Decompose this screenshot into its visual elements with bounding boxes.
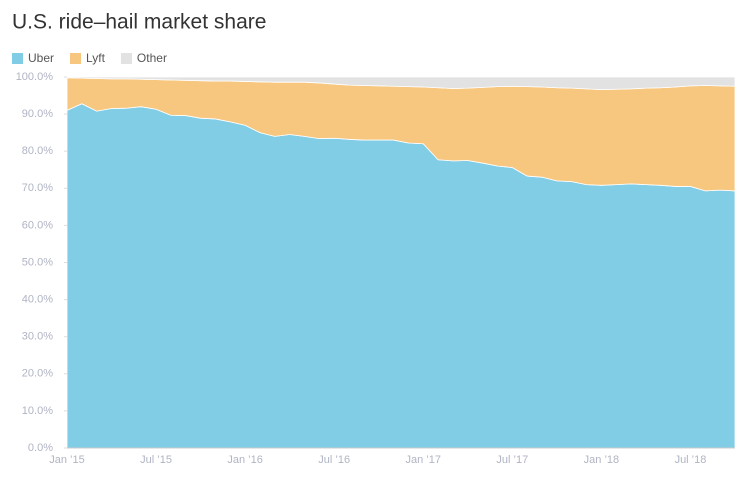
x-tick-label: Jul ’18 (675, 454, 707, 466)
y-tick-label: 50.0% (22, 256, 53, 268)
legend-swatch (12, 53, 23, 64)
x-tick-label: Jan ’18 (584, 454, 619, 466)
x-tick-label: Jan ’17 (406, 454, 441, 466)
y-tick-label: 70.0% (22, 182, 53, 194)
y-tick-label: 80.0% (22, 145, 53, 157)
legend-label: Other (137, 51, 167, 65)
x-tick-label: Jan ’15 (49, 454, 84, 466)
y-tick-label: 100.0% (16, 71, 54, 83)
legend-label: Lyft (86, 51, 106, 65)
legend-swatch (120, 53, 132, 64)
y-tick-label: 0.0% (28, 442, 53, 454)
x-tick-label: Jul ’15 (140, 454, 172, 466)
y-tick-label: 10.0% (22, 405, 53, 417)
legend-label: Uber (28, 51, 54, 65)
y-tick-label: 20.0% (22, 368, 53, 380)
area (66, 76, 736, 91)
legend-swatch (70, 53, 82, 64)
chart-title: U.S. ride–hail market share (12, 11, 266, 34)
x-tick-label: Jul ’17 (496, 454, 528, 466)
y-tick-label: 30.0% (22, 331, 53, 343)
y-tick-label: 60.0% (22, 219, 53, 231)
x-tick-label: Jan ’16 (227, 454, 262, 466)
x-tick-label: Jul ’16 (318, 454, 350, 466)
y-tick-label: 90.0% (22, 108, 53, 120)
y-tick-label: 40.0% (22, 294, 53, 306)
